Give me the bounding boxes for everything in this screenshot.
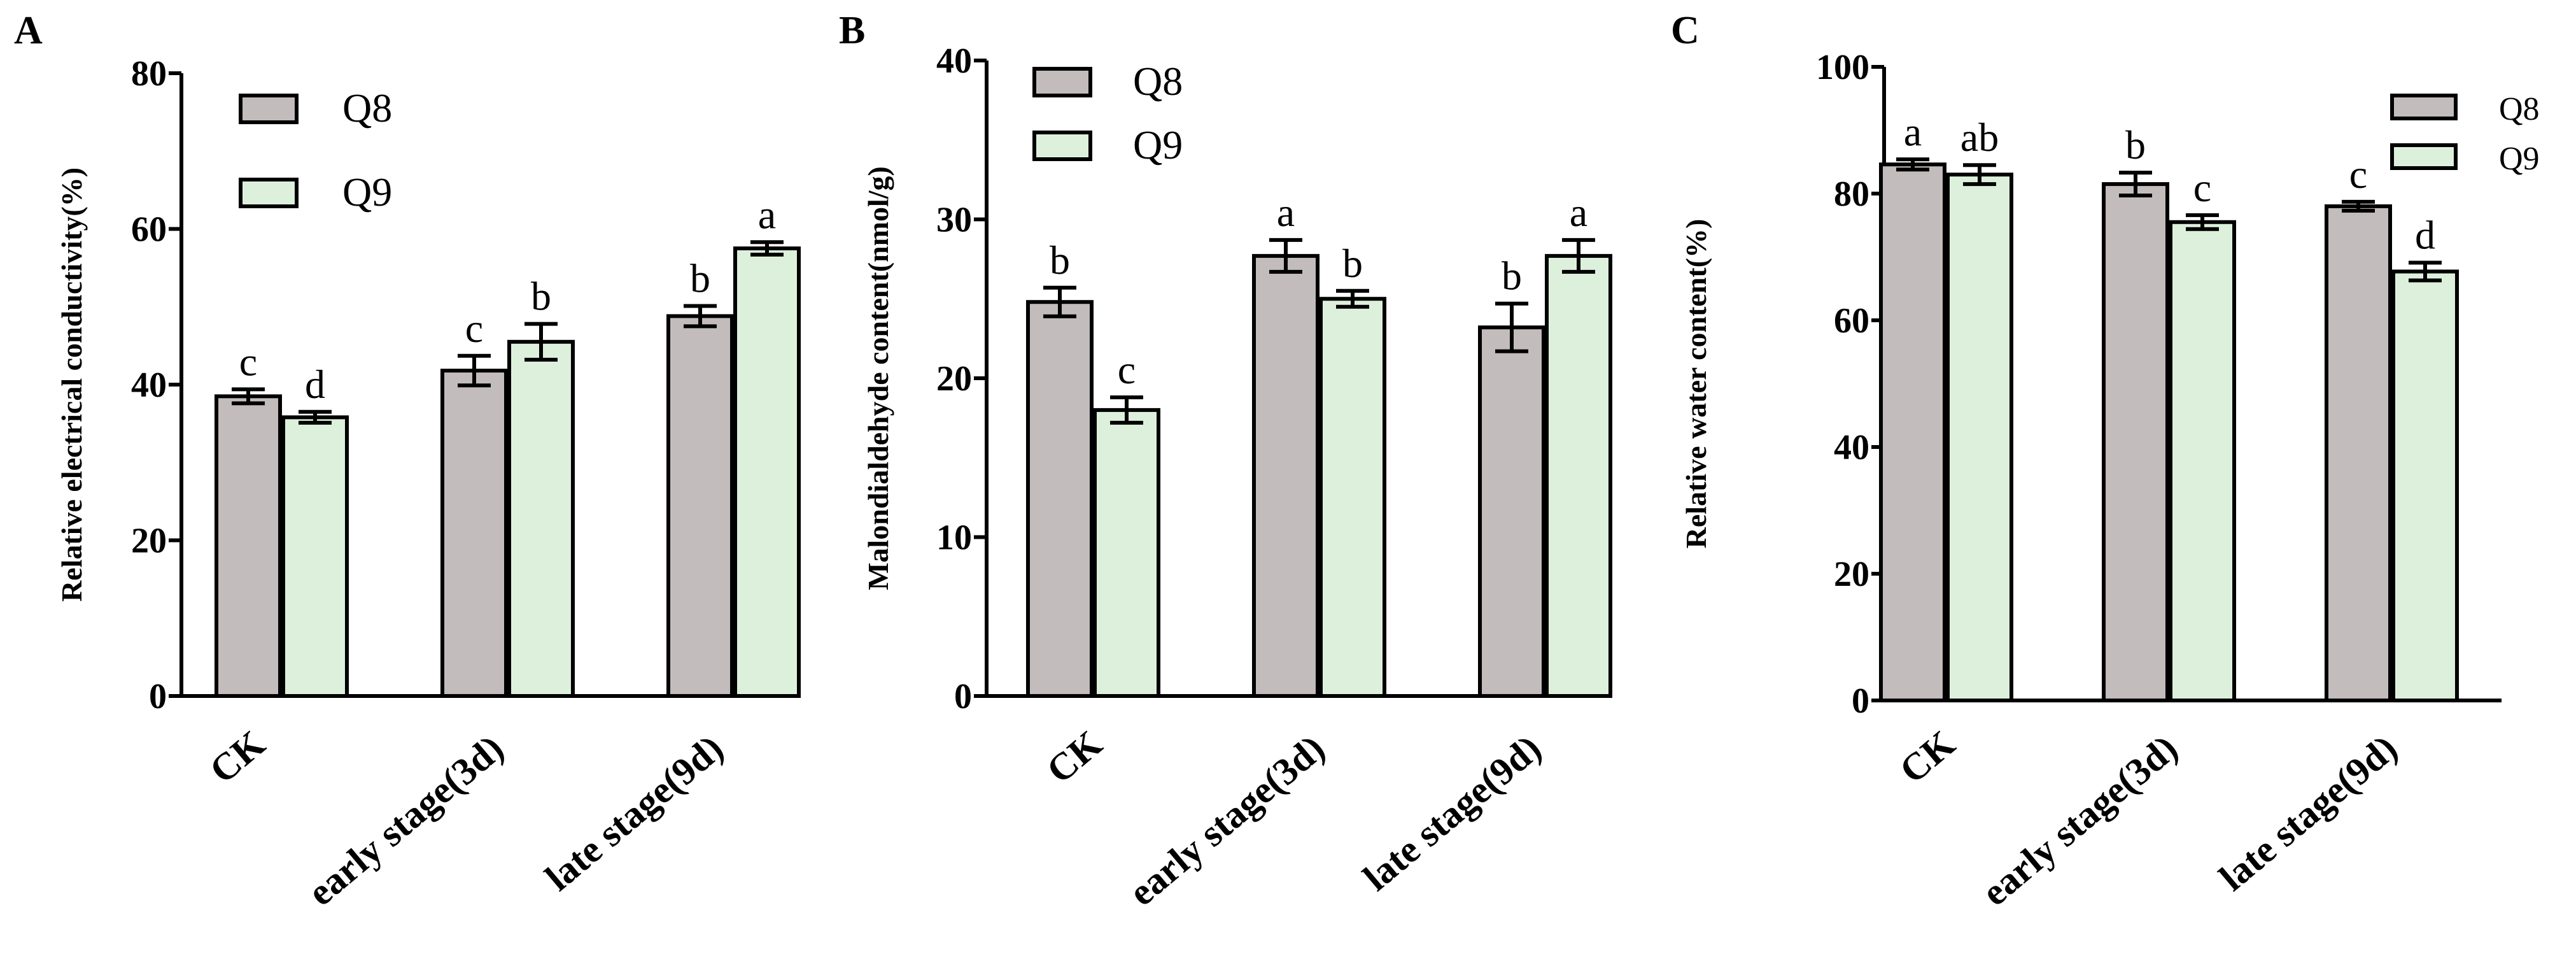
bar-q9-2 bbox=[733, 246, 801, 698]
y-tick-label: 0 bbox=[1852, 681, 1869, 721]
y-tick-label: 0 bbox=[954, 677, 972, 716]
x-tick-label: CK bbox=[202, 722, 273, 792]
legend-swatch-q9 bbox=[239, 178, 299, 208]
y-axis-label: Malondialdehyde content(nmol/g) bbox=[862, 166, 894, 590]
significance-label: c bbox=[239, 339, 257, 384]
y-tick-label: 100 bbox=[1816, 48, 1869, 87]
bar-q8-1 bbox=[2102, 182, 2169, 702]
bar-q8-1 bbox=[1252, 253, 1320, 698]
x-tick-label: CK bbox=[1039, 722, 1110, 792]
y-tick-label: 60 bbox=[1834, 301, 1869, 341]
significance-label: c bbox=[2193, 165, 2211, 210]
bar-q9-0 bbox=[1946, 173, 2013, 702]
x-tick-label: early stage(3d) bbox=[1974, 727, 2185, 914]
bar-q9-2 bbox=[2391, 269, 2459, 702]
bar-q9-1 bbox=[1319, 297, 1386, 698]
x-tick-label: late stage(9d) bbox=[1355, 727, 1549, 898]
bar-q9-0 bbox=[1093, 408, 1160, 699]
bar-q8-2 bbox=[2325, 204, 2392, 702]
legend-swatch-q8 bbox=[2390, 94, 2458, 120]
y-tick-label: 0 bbox=[149, 677, 167, 716]
significance-label: b bbox=[1342, 241, 1363, 286]
legend-label: Q8 bbox=[1133, 59, 1183, 104]
significance-label: b bbox=[1050, 238, 1070, 283]
y-tick-label: 80 bbox=[131, 54, 167, 94]
panel-label: C bbox=[1671, 9, 1700, 52]
y-tick-label: 40 bbox=[936, 41, 972, 81]
bar-q9-1 bbox=[507, 339, 575, 698]
significance-label: b bbox=[690, 256, 710, 301]
significance-label: a bbox=[1570, 190, 1587, 235]
legend-swatch-q9 bbox=[1032, 131, 1092, 161]
legend-label: Q9 bbox=[2499, 141, 2540, 177]
bar-q8-2 bbox=[1478, 325, 1545, 698]
legend-label: Q8 bbox=[2499, 91, 2540, 127]
significance-label: a bbox=[1277, 190, 1295, 235]
legend-swatch-q9 bbox=[2390, 143, 2458, 170]
legend-swatch-q8 bbox=[239, 94, 299, 124]
x-tick-label: early stage(3d) bbox=[300, 727, 511, 914]
significance-label: c bbox=[2349, 152, 2367, 197]
panel-label: B bbox=[839, 9, 865, 52]
x-tick-label: CK bbox=[1892, 722, 1963, 792]
y-tick-label: 40 bbox=[131, 366, 167, 405]
significance-label: b bbox=[531, 274, 551, 319]
y-tick-label: 40 bbox=[1834, 428, 1869, 467]
legend: Q8 Q9 bbox=[239, 85, 392, 215]
x-tick-label: early stage(3d) bbox=[1121, 727, 1332, 914]
chart-panel-c: C 0 20 40 60 80 100 Relative water content(%) a a… bbox=[1671, 9, 2540, 914]
bar-q9-1 bbox=[2169, 220, 2236, 702]
y-tick-label: 30 bbox=[936, 201, 972, 240]
x-tick-label: late stage(9d) bbox=[537, 727, 731, 898]
y-tick-label: 20 bbox=[1834, 555, 1869, 594]
y-axis-label: Relative electrical conductivity(%) bbox=[55, 167, 88, 602]
significance-label: a bbox=[1904, 109, 1922, 154]
bar-q8-2 bbox=[666, 314, 734, 699]
y-tick-label: 20 bbox=[131, 522, 167, 561]
y-axis-label: Relative water content(%) bbox=[1680, 219, 1712, 549]
x-tick-label: late stage(9d) bbox=[2211, 727, 2405, 898]
legend-label: Q8 bbox=[342, 85, 392, 131]
significance-label: c bbox=[465, 306, 483, 351]
significance-label: b bbox=[2125, 122, 2146, 167]
bar-q8-0 bbox=[1026, 300, 1094, 698]
significance-label: d bbox=[305, 362, 325, 407]
significance-label: b bbox=[1502, 253, 1522, 299]
bar-q8-0 bbox=[1879, 162, 1946, 703]
significance-label: d bbox=[2415, 212, 2435, 257]
significance-label: a bbox=[758, 192, 776, 237]
y-tick-label: 80 bbox=[1834, 174, 1869, 214]
y-tick-label: 10 bbox=[936, 518, 972, 558]
chart-panel-a: A 0 20 40 60 80 Relative electrical conductivi… bbox=[14, 9, 801, 914]
bar-q9-2 bbox=[1545, 253, 1612, 698]
bar-q8-1 bbox=[440, 368, 508, 698]
legend-label: Q9 bbox=[342, 169, 392, 215]
significance-label: c bbox=[1118, 347, 1136, 392]
legend-label: Q9 bbox=[1133, 122, 1183, 167]
significance-label: ab bbox=[1960, 115, 1999, 160]
panel-label: A bbox=[14, 9, 43, 52]
bar-q8-0 bbox=[215, 394, 282, 699]
y-tick-label: 60 bbox=[131, 210, 167, 250]
legend-swatch-q8 bbox=[1032, 67, 1092, 97]
chart-panel-b: B 0 10 20 30 40 Malondialdehyde content(nmol/g… bbox=[839, 9, 1612, 914]
y-tick-label: 20 bbox=[936, 359, 972, 399]
bar-q9-0 bbox=[281, 415, 349, 698]
